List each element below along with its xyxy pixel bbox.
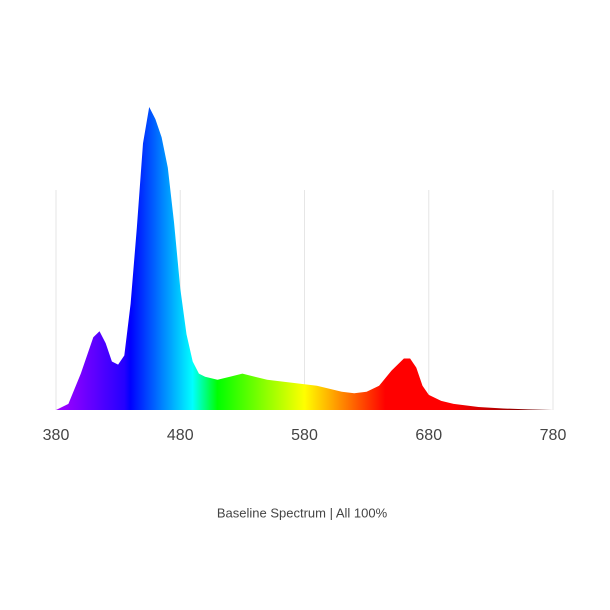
x-tick-label: 380 bbox=[43, 427, 70, 444]
spectrum-area bbox=[56, 107, 553, 410]
x-tick-label: 480 bbox=[167, 427, 194, 444]
caption: Baseline Spectrum | All 100% bbox=[217, 505, 388, 520]
x-tick-label: 580 bbox=[291, 427, 318, 444]
x-tick-label: 780 bbox=[540, 427, 567, 444]
x-tick-label: 680 bbox=[415, 427, 442, 444]
